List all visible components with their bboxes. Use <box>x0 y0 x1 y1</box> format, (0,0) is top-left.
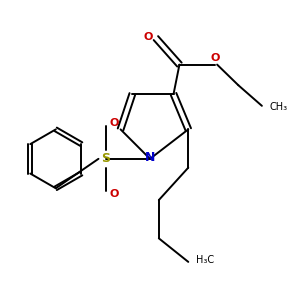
Text: O: O <box>144 32 153 42</box>
Text: S: S <box>101 152 110 165</box>
Text: O: O <box>211 53 220 63</box>
Text: N: N <box>145 151 155 164</box>
Text: O: O <box>110 189 119 199</box>
Text: H₃C: H₃C <box>196 255 214 266</box>
Text: O: O <box>110 118 119 128</box>
Text: CH₃: CH₃ <box>269 102 287 112</box>
